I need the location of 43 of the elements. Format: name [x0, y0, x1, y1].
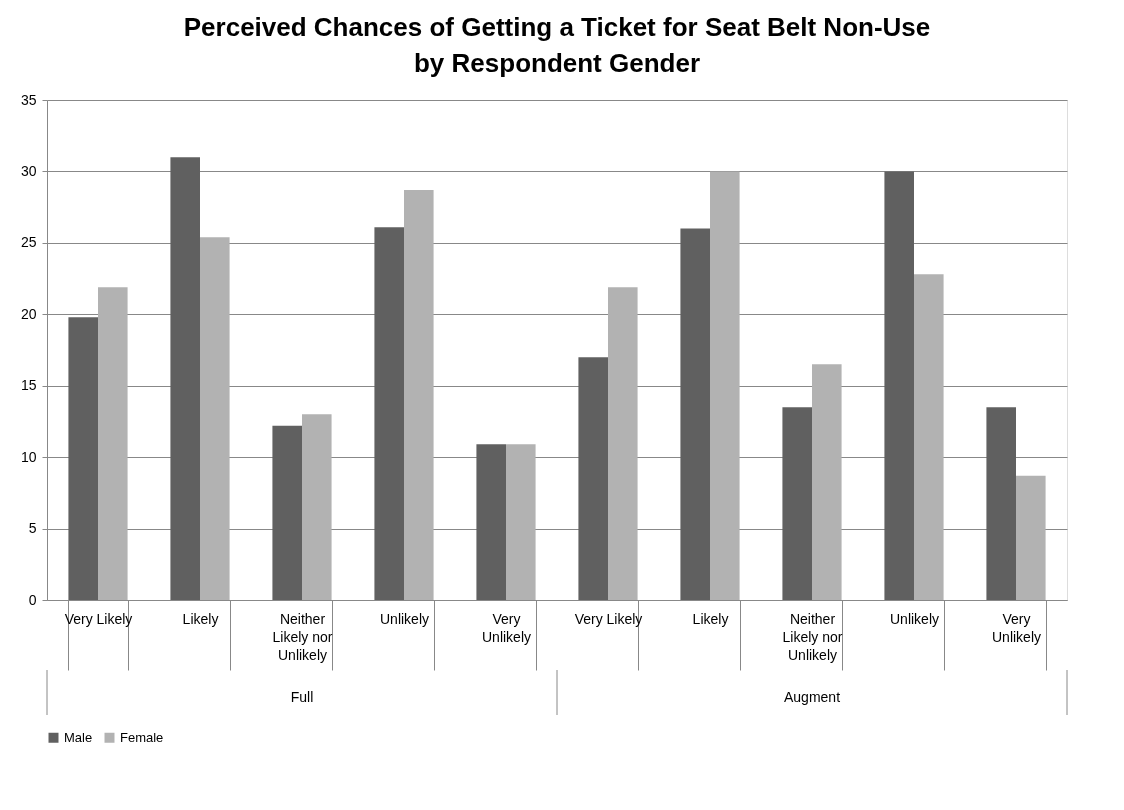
bar [608, 287, 638, 600]
x-tick-label: Neither Likely nor Unlikely [782, 610, 843, 663]
bar [986, 407, 1016, 600]
x-tick-label: Very Unlikely [481, 610, 532, 645]
bar [710, 171, 740, 600]
y-tick-label: 5 [28, 520, 37, 537]
chart-title: Perceived Chances of Getting a Ticket for Seat Belt Non-Use by Respondent Gender [183, 12, 931, 78]
bar [578, 357, 608, 600]
y-tick-label: 15 [20, 377, 37, 394]
x-tick-label: Likely [692, 610, 729, 627]
bar [200, 237, 230, 600]
y-tick-label: 20 [20, 305, 37, 322]
x-tick-label: Likely [182, 610, 219, 627]
x-tick-label: Unlikely [379, 610, 430, 627]
y-tick-label: 0 [28, 591, 37, 608]
bar [374, 227, 404, 600]
bar [914, 274, 944, 600]
y-tick-label: 10 [20, 448, 37, 465]
y-tick-label: 35 [20, 91, 37, 108]
bar [782, 407, 812, 600]
legend-label: Female [120, 729, 164, 745]
y-tick-label: 30 [20, 162, 37, 179]
bar [1016, 475, 1046, 600]
x-tick-label: Neither Likely nor Unlikely [272, 610, 333, 663]
x-tick-label: Very Likely [574, 610, 643, 627]
x-tick-label: Very Likely [64, 610, 133, 627]
bar [476, 444, 506, 600]
y-tick-label: 25 [20, 234, 37, 251]
bar [680, 228, 710, 600]
bar [68, 317, 98, 600]
bar [170, 157, 200, 600]
bar [506, 444, 536, 600]
bar [812, 364, 842, 600]
text: Augment [783, 689, 841, 705]
legend-label: Male [64, 729, 93, 745]
x-tick-label: Very Unlikely [991, 610, 1042, 645]
bar [272, 425, 302, 600]
x-tick-label: Unlikely [889, 610, 940, 627]
bar [302, 414, 332, 600]
bar [884, 171, 914, 600]
text: Full [290, 689, 314, 705]
bar [404, 190, 434, 600]
bar [98, 287, 128, 600]
